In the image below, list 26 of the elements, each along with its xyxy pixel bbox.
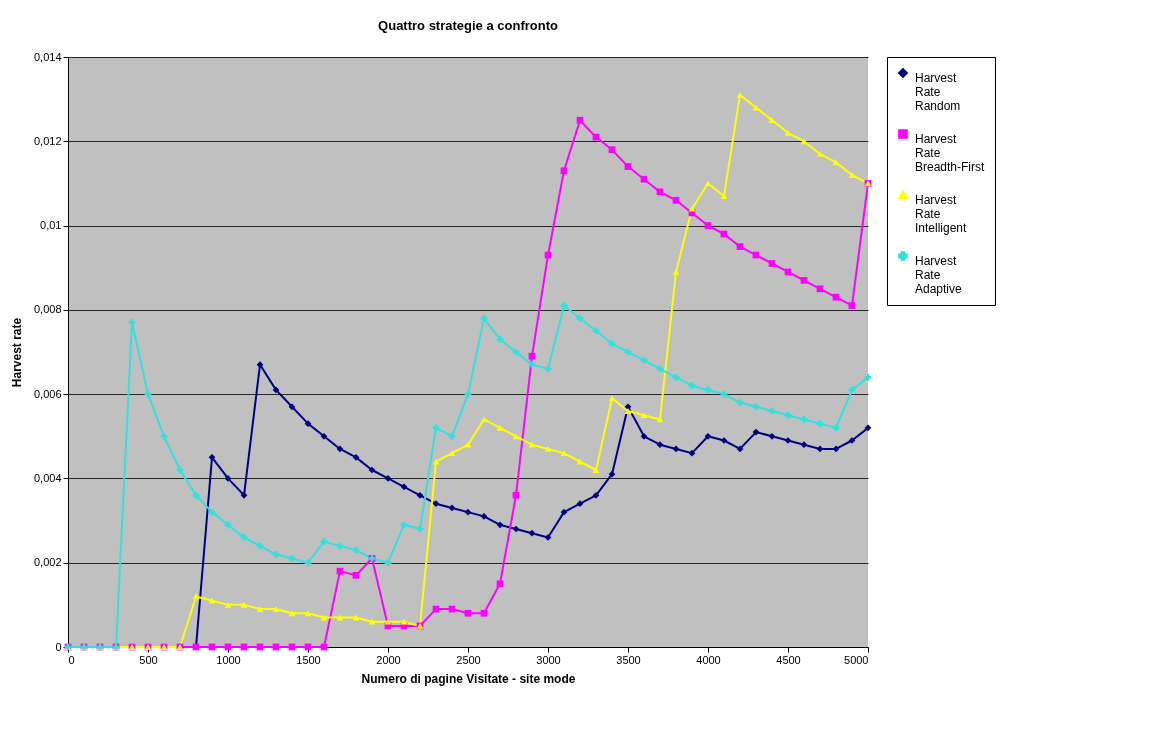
y-axis-title: Harvest rate — [9, 317, 24, 388]
x-tick-label: 1000 — [216, 653, 241, 666]
legend-label: Harvest Rate Random — [915, 71, 961, 113]
y-tick-label: 0,006 — [33, 387, 62, 400]
x-tick-label: 500 — [139, 653, 158, 666]
x-tick-label: 5000 — [844, 653, 869, 666]
y-tick-label: 0,004 — [33, 471, 62, 484]
y-tick-label: 0,014 — [33, 50, 62, 63]
x-axis-title: Numero di pagine Visitate - site mode — [361, 671, 576, 686]
x-tick-label: 1500 — [296, 653, 321, 666]
x-tick-label: 4500 — [776, 653, 801, 666]
legend-label: Harvest Rate Breadth-First — [915, 132, 986, 174]
x-tick-label: 4000 — [696, 653, 721, 666]
chart-title: Quattro strategie a confronto — [378, 18, 558, 33]
x-tick-label: 3000 — [536, 653, 561, 666]
x-tick-label: 2000 — [376, 653, 401, 666]
y-tick-label: 0,012 — [33, 134, 62, 147]
y-tick-label: 0 — [55, 640, 62, 653]
y-tick-label: 0,002 — [33, 556, 62, 569]
legend-label: Harvest Rate Intelligent — [915, 193, 968, 235]
legend-label: Harvest Rate Adaptive — [915, 254, 963, 296]
x-tick-label: 0 — [68, 653, 75, 666]
y-tick-label: 0,008 — [33, 303, 62, 316]
y-tick-label: 0,01 — [40, 219, 62, 232]
x-tick-label: 2500 — [456, 653, 481, 666]
x-tick-label: 3500 — [616, 653, 641, 666]
